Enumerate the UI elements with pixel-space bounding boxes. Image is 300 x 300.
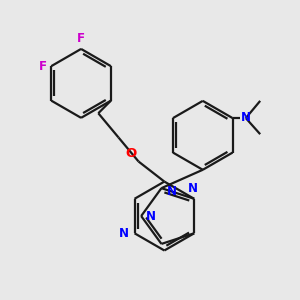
- Text: F: F: [39, 60, 47, 73]
- Text: N: N: [119, 227, 129, 240]
- Text: N: N: [188, 182, 198, 195]
- Text: F: F: [77, 32, 85, 45]
- Text: N: N: [167, 184, 177, 197]
- Text: N: N: [146, 209, 156, 223]
- Text: O: O: [125, 147, 136, 160]
- Text: N: N: [241, 111, 251, 124]
